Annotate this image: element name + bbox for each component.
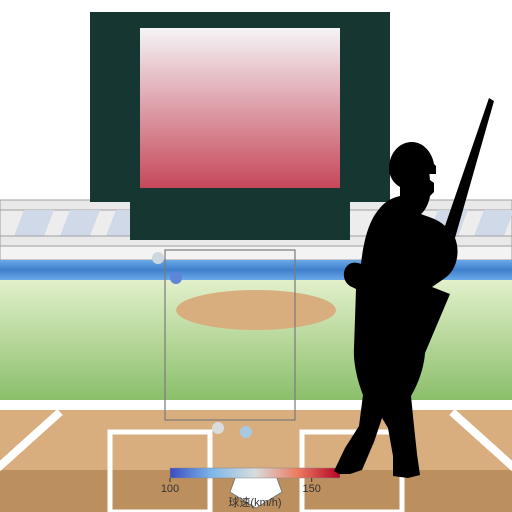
pitch-marker	[170, 272, 182, 284]
colorbar-label: 球速(km/h)	[228, 495, 281, 509]
scoreboard-screen	[140, 28, 340, 188]
stage-svg: 100 150 球速(km/h)	[0, 0, 512, 512]
colorbar	[170, 468, 340, 478]
colorbar-tick-label: 100	[161, 483, 179, 495]
pitch-marker	[152, 252, 164, 264]
infield-line	[0, 400, 512, 410]
pitchers-mound	[176, 290, 336, 330]
colorbar-tick-label: 150	[302, 483, 320, 495]
pitch-marker	[240, 426, 252, 438]
pitch-location-chart: { "canvas": { "width": 512, "height": 51…	[0, 0, 512, 512]
infield-dirt	[0, 410, 512, 470]
pitch-marker	[212, 422, 224, 434]
scoreboard-base	[130, 200, 350, 240]
